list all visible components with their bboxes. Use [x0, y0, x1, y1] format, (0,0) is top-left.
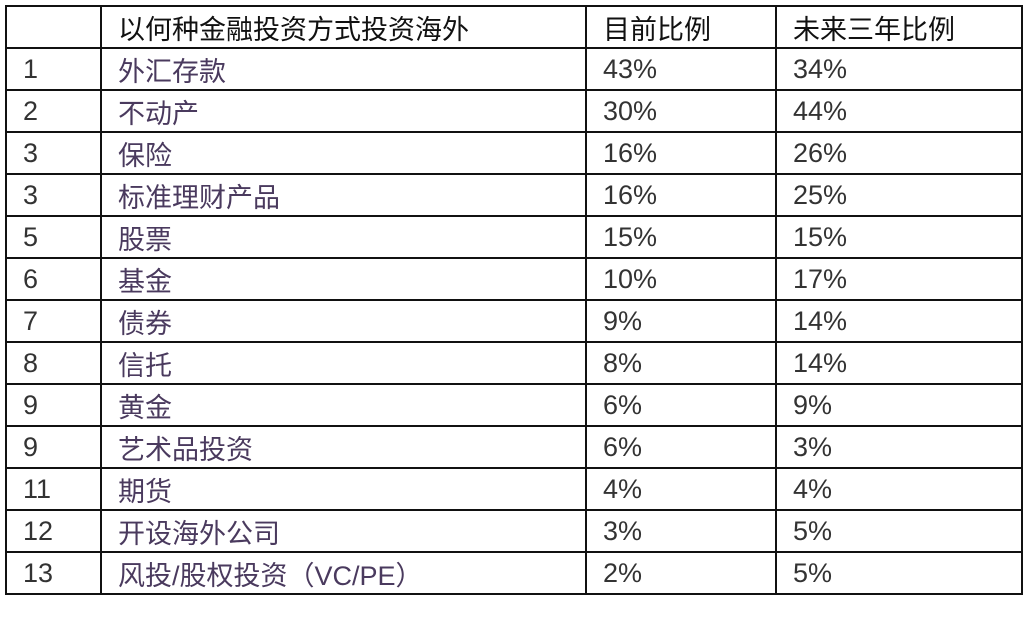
cell-rank: 8 [5, 341, 102, 385]
cell-current: 43% [585, 47, 777, 91]
cell-future: 44% [775, 89, 1023, 133]
header-future: 未来三年比例 [775, 5, 1023, 49]
cell-future: 5% [775, 551, 1023, 595]
cell-future: 5% [775, 509, 1023, 553]
cell-method: 信托 [100, 341, 587, 385]
cell-future: 25% [775, 173, 1023, 217]
table-row: 2 不动产 30% 44% [5, 89, 1023, 133]
table-row: 13 风投/股权投资（VC/PE） 2% 5% [5, 551, 1023, 595]
source-note-cutoff [5, 606, 705, 618]
cell-future: 34% [775, 47, 1023, 91]
cell-method: 期货 [100, 467, 587, 511]
cell-current: 16% [585, 131, 777, 175]
cell-method: 不动产 [100, 89, 587, 133]
cell-method: 债券 [100, 299, 587, 343]
table-row: 1 外汇存款 43% 34% [5, 47, 1023, 91]
cell-method: 风投/股权投资（VC/PE） [100, 551, 587, 595]
cell-rank: 3 [5, 173, 102, 217]
cell-rank: 11 [5, 467, 102, 511]
cell-current: 2% [585, 551, 777, 595]
cell-current: 3% [585, 509, 777, 553]
cell-future: 26% [775, 131, 1023, 175]
cell-current: 15% [585, 215, 777, 259]
cell-future: 9% [775, 383, 1023, 427]
cell-future: 4% [775, 467, 1023, 511]
cell-rank: 12 [5, 509, 102, 553]
cell-rank: 5 [5, 215, 102, 259]
table-row: 11 期货 4% 4% [5, 467, 1023, 511]
cell-rank: 7 [5, 299, 102, 343]
cell-future: 15% [775, 215, 1023, 259]
header-rank [5, 5, 102, 49]
table-row: 7 债券 9% 14% [5, 299, 1023, 343]
investment-table: 以何种金融投资方式投资海外 目前比例 未来三年比例 1 外汇存款 43% 34% 2 不动… [5, 5, 1023, 595]
header-current: 目前比例 [585, 5, 777, 49]
cell-current: 4% [585, 467, 777, 511]
cell-future: 14% [775, 341, 1023, 385]
table-row: 9 黄金 6% 9% [5, 383, 1023, 427]
cell-method: 股票 [100, 215, 587, 259]
cell-current: 10% [585, 257, 777, 301]
cell-current: 6% [585, 383, 777, 427]
table-row: 9 艺术品投资 6% 3% [5, 425, 1023, 469]
table-row: 5 股票 15% 15% [5, 215, 1023, 259]
cell-rank: 3 [5, 131, 102, 175]
table-row: 6 基金 10% 17% [5, 257, 1023, 301]
cell-current: 30% [585, 89, 777, 133]
cell-method: 黄金 [100, 383, 587, 427]
cell-rank: 1 [5, 47, 102, 91]
cell-future: 3% [775, 425, 1023, 469]
cell-method: 开设海外公司 [100, 509, 587, 553]
table-row: 3 标准理财产品 16% 25% [5, 173, 1023, 217]
cell-current: 16% [585, 173, 777, 217]
cell-rank: 9 [5, 383, 102, 427]
cell-future: 14% [775, 299, 1023, 343]
table-row: 8 信托 8% 14% [5, 341, 1023, 385]
cell-rank: 9 [5, 425, 102, 469]
cell-method: 外汇存款 [100, 47, 587, 91]
header-method: 以何种金融投资方式投资海外 [100, 5, 587, 49]
cell-current: 8% [585, 341, 777, 385]
table-row: 12 开设海外公司 3% 5% [5, 509, 1023, 553]
cell-method: 保险 [100, 131, 587, 175]
header-row: 以何种金融投资方式投资海外 目前比例 未来三年比例 [5, 5, 1023, 49]
cell-method: 艺术品投资 [100, 425, 587, 469]
cell-rank: 6 [5, 257, 102, 301]
cell-method: 标准理财产品 [100, 173, 587, 217]
table-row: 3 保险 16% 26% [5, 131, 1023, 175]
cell-method: 基金 [100, 257, 587, 301]
cell-current: 6% [585, 425, 777, 469]
cell-rank: 13 [5, 551, 102, 595]
cell-future: 17% [775, 257, 1023, 301]
cell-current: 9% [585, 299, 777, 343]
cell-rank: 2 [5, 89, 102, 133]
